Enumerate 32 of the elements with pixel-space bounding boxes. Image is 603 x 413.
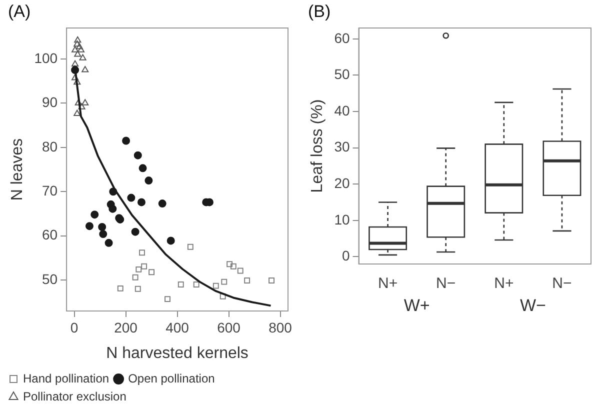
x-tick-label: 600 bbox=[217, 319, 241, 336]
x-tick-label: 200 bbox=[114, 319, 138, 336]
legend-label: Open pollination bbox=[128, 371, 215, 386]
y-tick-label: 60 bbox=[334, 30, 350, 46]
y-tick-label: 20 bbox=[334, 174, 350, 191]
x-tick-label: N+ bbox=[494, 275, 514, 292]
y-tick-label: 60 bbox=[42, 226, 58, 243]
y-tick-label: 30 bbox=[334, 138, 350, 155]
y-tick-label: 0 bbox=[342, 248, 350, 264]
y-axis-title: N leaves bbox=[9, 138, 26, 201]
x-tick-label: 800 bbox=[268, 319, 292, 336]
y-tick-label: 100 bbox=[34, 50, 58, 66]
text: W+ bbox=[404, 296, 430, 316]
y-axis-title: Leaf loss (%) bbox=[309, 99, 326, 193]
y-tick-label: 90 bbox=[42, 94, 58, 110]
x-tick-label: N− bbox=[552, 275, 572, 292]
y-tick-label: 50 bbox=[42, 270, 58, 287]
text: W− bbox=[520, 296, 546, 316]
x-tick-label: 0 bbox=[70, 319, 78, 336]
x-axis-title: N harvested kernels bbox=[106, 344, 248, 362]
legend-label: Hand pollination bbox=[23, 371, 110, 386]
y-tick-label: 40 bbox=[334, 102, 350, 118]
chart-title: (A) bbox=[8, 2, 31, 22]
x-tick-label: N− bbox=[436, 275, 456, 292]
y-tick-label: 10 bbox=[334, 211, 350, 228]
y-tick-label: 70 bbox=[42, 182, 58, 198]
legend-label: Pollinator exclusion bbox=[23, 389, 126, 404]
y-tick-label: 80 bbox=[42, 138, 58, 154]
y-tick-label: 50 bbox=[334, 66, 350, 82]
x-tick-label: N+ bbox=[378, 275, 398, 292]
chart-title: (B) bbox=[308, 2, 331, 22]
x-tick-label: 400 bbox=[166, 319, 190, 336]
